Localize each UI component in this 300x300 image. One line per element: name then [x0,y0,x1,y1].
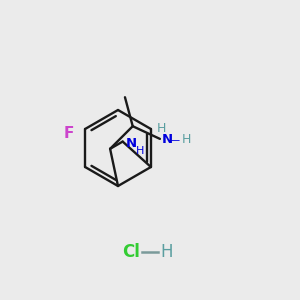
Text: H: H [157,122,167,135]
Text: N: N [162,134,173,146]
Text: F: F [64,127,74,142]
Text: —: — [168,135,179,145]
Text: H: H [182,134,191,146]
Text: N: N [126,137,137,150]
Text: H: H [136,146,144,156]
Text: Cl: Cl [122,243,140,261]
Text: H: H [160,243,172,261]
